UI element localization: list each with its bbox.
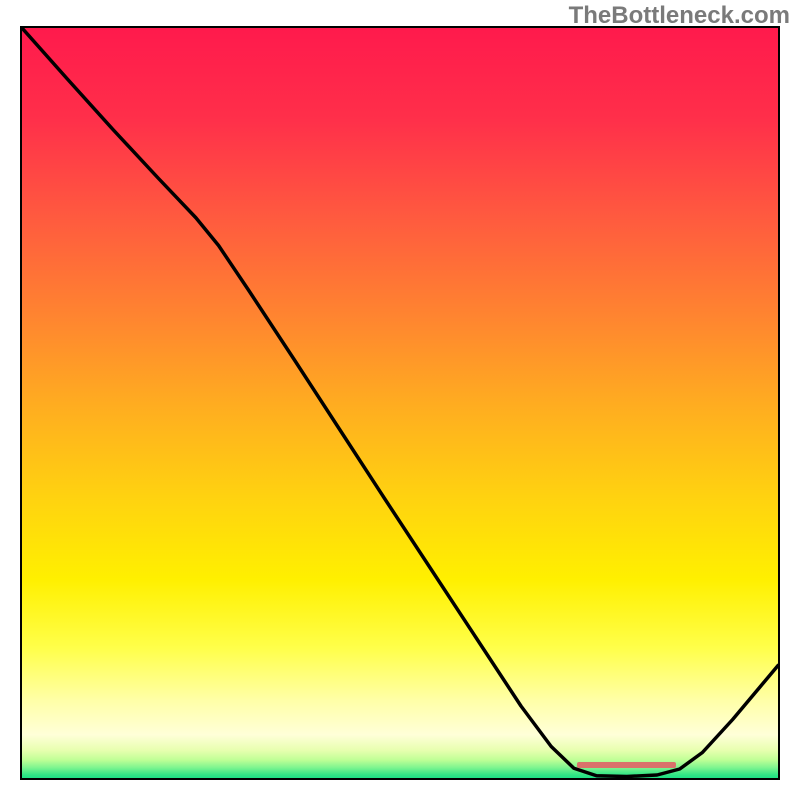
watermark-text: TheBottleneck.com — [569, 2, 790, 30]
curve-path — [22, 28, 778, 776]
curve-line — [22, 28, 778, 778]
bottom-marker — [577, 762, 676, 768]
chart-container: TheBottleneck.com — [0, 0, 800, 800]
plot-area — [20, 26, 780, 780]
